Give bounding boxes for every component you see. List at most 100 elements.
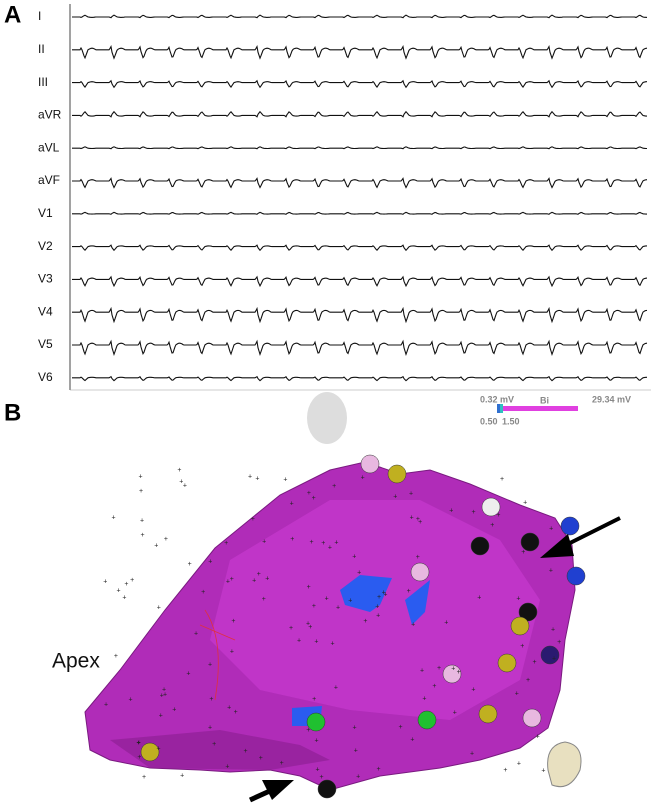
lead-label: V6 (38, 370, 53, 384)
map-marker: + (314, 638, 318, 645)
map-marker: + (449, 508, 453, 515)
voltage-map: + + + + + + + + + + + + + + + + + + + + + + + + + + + + + + + + + + + + + + + +… (84, 454, 586, 799)
map-marker: + (307, 584, 311, 591)
map-point (442, 664, 462, 684)
lead-label: V5 (38, 337, 53, 351)
lead-label: aVL (38, 140, 60, 154)
map-marker: + (297, 637, 301, 644)
map-marker: + (321, 540, 325, 547)
map-marker: + (201, 589, 205, 596)
map-marker: + (328, 545, 332, 552)
map-marker: + (230, 648, 234, 655)
ecg-trace (72, 146, 647, 150)
map-marker: + (103, 578, 107, 585)
map-marker: + (225, 763, 229, 770)
panel-label: A (4, 1, 21, 28)
map-point (417, 710, 437, 730)
map-marker: + (453, 709, 457, 716)
map-point (387, 464, 407, 484)
map-marker: + (122, 595, 126, 602)
map-marker: + (188, 561, 192, 568)
map-marker: + (177, 467, 181, 474)
map-marker: + (526, 677, 530, 684)
map-marker: + (312, 603, 316, 610)
map-marker: + (500, 476, 504, 483)
map-marker: + (332, 483, 336, 490)
map-marker: + (124, 581, 128, 588)
map-marker: + (523, 499, 527, 506)
map-marker: + (432, 683, 436, 690)
map-point (360, 454, 380, 474)
map-marker: + (259, 755, 263, 762)
scale-bar (497, 404, 500, 413)
ecg-trace (72, 306, 648, 324)
ecg-trace (72, 44, 648, 60)
map-marker: + (330, 641, 334, 648)
map-marker: + (334, 685, 338, 692)
map-point (140, 742, 160, 762)
lead-label: aVF (38, 173, 60, 187)
map-marker: + (552, 656, 556, 663)
scale-tick: 0.50 (480, 416, 498, 426)
map-marker: + (290, 536, 294, 543)
map-marker: + (160, 693, 164, 700)
map-marker: + (382, 589, 386, 596)
map-point (566, 566, 586, 586)
map-marker: + (157, 746, 161, 753)
map-marker: + (314, 737, 318, 744)
map-marker: + (312, 495, 316, 502)
map-point (317, 779, 337, 799)
map-marker: + (376, 766, 380, 773)
map-marker: + (410, 515, 414, 522)
map-marker: + (248, 474, 252, 481)
map-point (410, 562, 430, 582)
map-marker: + (549, 568, 553, 575)
scale-bar (500, 404, 503, 413)
heart-icon (547, 741, 582, 788)
panel-label: B (4, 399, 21, 426)
map-marker: + (418, 519, 422, 526)
map-marker: + (280, 760, 284, 767)
map-marker: + (183, 482, 187, 489)
map-marker: + (227, 705, 231, 712)
map-marker: + (325, 595, 329, 602)
orientation-marker (307, 392, 347, 444)
map-point (522, 708, 542, 728)
map-marker: + (541, 768, 545, 775)
map-marker: + (244, 748, 248, 755)
map-marker: + (179, 478, 183, 485)
map-marker: + (352, 724, 356, 731)
map-marker: + (252, 578, 256, 585)
map-marker: + (308, 624, 312, 631)
map-marker: + (140, 517, 144, 524)
map-point (481, 497, 501, 517)
map-marker: + (290, 501, 294, 508)
map-marker: + (361, 474, 365, 481)
map-marker: + (551, 626, 555, 633)
ecg-trace (72, 275, 648, 288)
map-marker: + (154, 542, 158, 549)
map-point (540, 645, 560, 665)
map-marker: + (136, 740, 140, 747)
map-marker: + (265, 575, 269, 582)
map-marker: + (114, 653, 118, 660)
map-marker: + (208, 662, 212, 669)
map-marker: + (521, 549, 525, 556)
map-marker: + (159, 713, 163, 720)
map-marker: + (212, 741, 216, 748)
map-marker: + (139, 488, 143, 495)
map-marker: + (477, 595, 481, 602)
map-marker: + (520, 643, 524, 650)
map-marker: + (315, 767, 319, 774)
map-point (510, 616, 530, 636)
map-marker: + (533, 659, 537, 666)
map-marker: + (363, 618, 367, 625)
map-point (520, 532, 540, 552)
arrow (248, 516, 621, 803)
lead-label: I (38, 9, 41, 23)
map-marker: + (140, 532, 144, 539)
map-marker: + (407, 588, 411, 595)
map-marker: + (307, 490, 311, 497)
map-marker: + (226, 578, 230, 585)
